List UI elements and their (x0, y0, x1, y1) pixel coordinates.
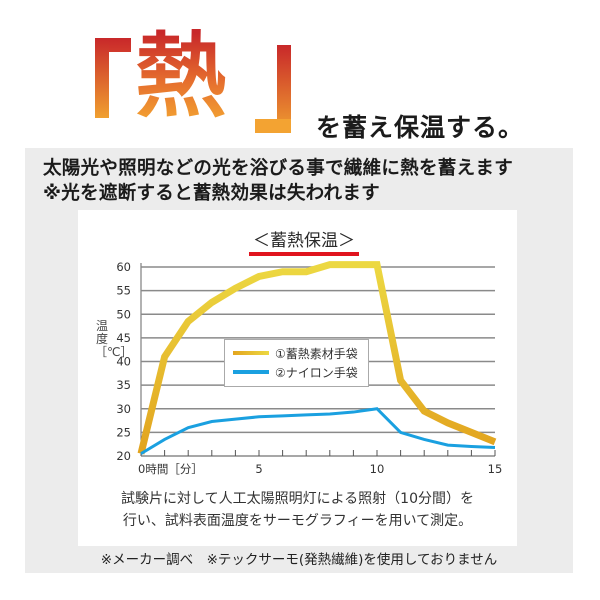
chart-legend: ①蓄熱素材手袋 ②ナイロン手袋 (224, 339, 369, 387)
legend-label: ②ナイロン手袋 (275, 365, 358, 380)
svg-text:0時間［分］: 0時間［分］ (138, 462, 203, 476)
chart-title: ＜蓄熱保温＞ (253, 231, 355, 251)
hero-banner: 熱 を蓄え保温する。 (0, 0, 600, 148)
svg-text:55: 55 (116, 284, 131, 298)
chart-caption: 試験片に対して人工太陽照明灯による照射（10分間）を 行い、試料表面温度をサーモ… (78, 488, 517, 532)
description: 太陽光や照明などの光を浴びる事で繊維に熱を蓄えます ※光を遮断すると蓄熱効果は失… (43, 156, 513, 206)
series-lines (137, 261, 497, 455)
legend-item-nylon-glove: ②ナイロン手袋 (233, 362, 358, 382)
caption-line-2: 行い、試料表面温度をサーモグラフィーを用いて測定。 (122, 513, 473, 529)
chart-card: ＜蓄熱保温＞ 温度［℃］ 20 25 30 35 40 45 50 55 60 0時間［分］ 5 1… (78, 210, 517, 546)
legend-swatch-yellow (233, 351, 269, 355)
svg-text:25: 25 (116, 425, 131, 439)
svg-text:20: 20 (116, 449, 131, 463)
svg-text:40: 40 (116, 355, 131, 369)
legend-swatch-blue (233, 370, 269, 374)
svg-text:50: 50 (116, 307, 131, 321)
svg-text:10: 10 (370, 462, 385, 476)
svg-text:15: 15 (488, 462, 503, 476)
close-bracket-shape (255, 45, 291, 133)
svg-text:35: 35 (116, 378, 131, 392)
x-tick-labels: 0時間［分］ 5 10 15 (138, 462, 502, 476)
info-panel: 太陽光や照明などの光を浴びる事で繊維に熱を蓄えます ※光を遮断すると蓄熱効果は失… (25, 148, 573, 573)
description-line-2: ※光を遮断すると蓄熱効果は失われます (43, 183, 380, 204)
open-bracket-shape (95, 38, 131, 118)
description-line-1: 太陽光や照明などの光を浴びる事で繊維に熱を蓄えます (43, 158, 514, 179)
svg-text:30: 30 (116, 402, 131, 416)
svg-text:5: 5 (255, 462, 262, 476)
caption-line-1: 試験片に対して人工太陽照明灯による照射（10分間）を (121, 491, 474, 507)
hero-subtitle: を蓄え保温する。 (316, 113, 525, 142)
legend-label: ①蓄熱素材手袋 (275, 346, 358, 361)
y-tick-labels: 20 25 30 35 40 45 50 55 60 (116, 260, 131, 463)
heat-kanji: 熱 (135, 23, 228, 130)
legend-item-heat-glove: ①蓄熱素材手袋 (233, 343, 358, 363)
footnote: ※メーカー調べ ※テックサーモ(発熱繊維)を使用しておりません (100, 552, 498, 568)
svg-text:45: 45 (116, 331, 131, 345)
svg-text:60: 60 (116, 260, 131, 274)
chart-title-underline (249, 252, 359, 256)
